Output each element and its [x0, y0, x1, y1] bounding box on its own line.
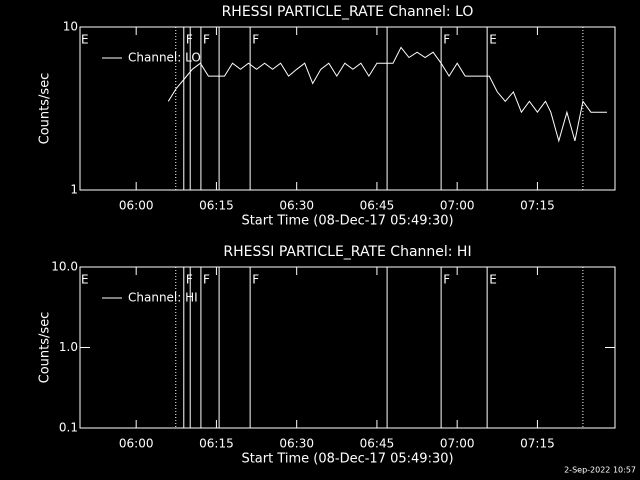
- chart-title: RHESSI PARTICLE_RATE Channel: LO: [222, 4, 474, 20]
- y-tick-label: 10: [63, 20, 78, 34]
- flag-label: F: [186, 273, 193, 287]
- x-tick-label: 07:00: [440, 199, 475, 213]
- flag-label: F: [252, 33, 259, 47]
- x-tick-label: 06:45: [360, 199, 395, 213]
- y-axis-label: Counts/sec: [38, 73, 53, 145]
- flag-label: E: [81, 33, 89, 47]
- flag-label: E: [81, 273, 89, 287]
- y-tick-label: 1: [70, 183, 78, 197]
- y-tick-label: 10.0: [51, 260, 78, 274]
- x-tick-label: 06:00: [119, 437, 154, 451]
- legend-label: Channel: HI: [128, 291, 198, 305]
- flag-label: F: [186, 33, 193, 47]
- plot-frame: [79, 26, 616, 191]
- y-axis-label: Counts/sec: [38, 312, 53, 384]
- chart-title: RHESSI PARTICLE_RATE Channel: HI: [223, 244, 471, 260]
- flag-label: F: [443, 33, 450, 47]
- footer: 2-Sep-2022 10:57: [564, 466, 636, 475]
- x-tick-label: 06:30: [279, 199, 314, 213]
- x-tick-label: 06:15: [199, 437, 234, 451]
- x-tick-label: 06:00: [119, 199, 154, 213]
- data-line: [167, 46, 607, 143]
- flag-label: F: [203, 273, 210, 287]
- x-tick-label: 07:15: [520, 437, 555, 451]
- flag-label: E: [489, 273, 497, 287]
- flag-label: F: [203, 33, 210, 47]
- y-tick-label: 0.1: [59, 421, 78, 435]
- x-tick-label: 07:00: [440, 437, 475, 451]
- x-tick-label: 07:15: [520, 199, 555, 213]
- x-tick-label: 06:30: [279, 437, 314, 451]
- legend-label: Channel: LO: [128, 51, 201, 65]
- x-tick-label: 06:15: [199, 199, 234, 213]
- flag-label: E: [489, 33, 497, 47]
- y-tick-label: 1.0: [59, 340, 78, 354]
- x-axis-label: Start Time (08-Dec-17 05:49:30): [241, 214, 453, 229]
- flag-label: F: [252, 273, 259, 287]
- x-tick-label: 06:45: [360, 437, 395, 451]
- x-axis-label: Start Time (08-Dec-17 05:49:30): [241, 452, 453, 467]
- flag-label: F: [443, 273, 450, 287]
